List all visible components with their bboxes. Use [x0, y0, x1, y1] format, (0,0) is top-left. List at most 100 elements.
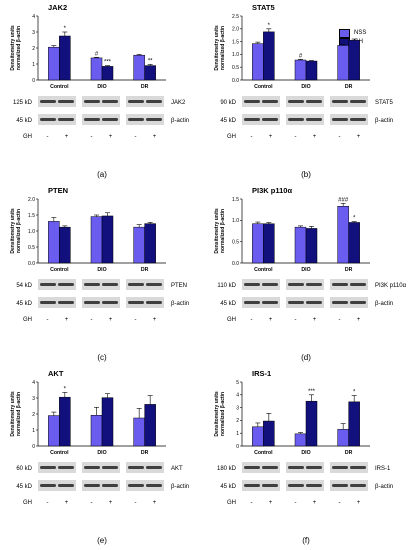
chart-title: PI3K p110α — [252, 186, 292, 195]
gh-plus: + — [357, 500, 361, 506]
bar-gh-dio — [305, 60, 318, 81]
bar-gh-dio — [101, 66, 114, 81]
gh-plus: + — [153, 500, 157, 506]
blot-band — [288, 301, 304, 304]
blot-band — [40, 484, 56, 487]
blot-strip — [126, 462, 164, 473]
blot-band — [332, 283, 348, 286]
significance-mark: # — [299, 53, 303, 59]
blot-strip — [126, 96, 164, 107]
bar-nss-dr — [337, 206, 349, 264]
y-tick-label: 2 — [32, 412, 35, 418]
blot-strip — [82, 297, 120, 308]
y-tick-label: 2 — [32, 46, 35, 52]
y-axis-label: Densitometry units normalized β-actin — [10, 391, 22, 437]
blot-band — [262, 118, 278, 121]
blot-band — [84, 301, 100, 304]
blot-band — [128, 100, 144, 103]
gh-minus: - — [339, 134, 341, 140]
blot-strip — [82, 279, 120, 290]
gh-minus: - — [295, 317, 297, 323]
blot-strip — [38, 279, 76, 290]
blot-band — [288, 100, 304, 103]
significance-mark: *** — [104, 60, 112, 66]
y-tick-label: 1.0 — [232, 52, 239, 58]
bar-nss-dr — [133, 417, 145, 447]
chart-title: PTEN — [48, 186, 68, 195]
bar-gh-dio — [101, 215, 114, 264]
y-axis-label: Densitometry units normalized β-actin — [10, 208, 22, 254]
panel-letter: (d) — [301, 353, 311, 362]
x-tick-label: DIO — [301, 450, 310, 456]
blot-strip — [126, 480, 164, 491]
chart-svg-f: IRS-1 Densitometry units normalized β-acti… — [214, 369, 393, 545]
chart-svg-c: PTEN Densitometry units normalized β-actin… — [10, 186, 189, 362]
gh-plus: + — [269, 317, 273, 323]
blot-band — [244, 484, 260, 487]
blot-strip — [286, 480, 324, 491]
blot-band — [146, 118, 162, 121]
y-tick-label: 1 — [32, 62, 35, 68]
blot-band — [262, 484, 278, 487]
blot-band — [244, 118, 260, 121]
x-tick-label: Control — [50, 84, 69, 90]
blot-band — [262, 283, 278, 286]
blot-band — [102, 283, 118, 286]
x-tick-label: Control — [50, 450, 69, 456]
panel-b: STAT5 Densitometry units normalized β-acti… — [204, 0, 408, 183]
significance-mark: * — [353, 389, 356, 395]
y-tick-label: 1.5 — [28, 213, 35, 219]
chart-title: IRS-1 — [252, 369, 271, 378]
blot-band — [146, 283, 162, 286]
y-axis-label: Densitometry units normalized β-actin — [214, 391, 226, 437]
y-tick-label: 0 — [32, 78, 35, 84]
legend-label-nss: NSS — [354, 30, 367, 36]
gh-minus: - — [135, 500, 137, 506]
blot-kd-label: 125 kD — [13, 100, 33, 106]
gh-label: GH — [227, 317, 236, 323]
panel-letter: (e) — [97, 536, 107, 545]
bar-nss-control — [48, 46, 60, 81]
blot-kd-label: 45 kD — [220, 118, 236, 124]
gh-minus: - — [339, 317, 341, 323]
blot-band — [244, 100, 260, 103]
blot-strip — [38, 96, 76, 107]
y-axis-label-line1: Densitometry units — [10, 25, 16, 71]
gh-minus: - — [339, 500, 341, 506]
gh-label: GH — [23, 317, 32, 323]
blot-strip — [82, 96, 120, 107]
y-tick-label: 4 — [32, 380, 35, 386]
blot-band — [262, 301, 278, 304]
gh-plus: + — [313, 134, 317, 140]
bar-nss-control — [252, 426, 264, 447]
gh-label: GH — [23, 134, 32, 140]
blot-kd-label: 45 kD — [16, 484, 32, 490]
panel-letter: (b) — [301, 170, 311, 179]
gh-plus: + — [65, 134, 69, 140]
x-tick-label: DR — [345, 84, 353, 90]
panel-d: PI3K p110α Densitometry units normalized β… — [204, 183, 408, 366]
y-axis-label-line1: Densitometry units — [214, 208, 220, 254]
bar-gh-control — [59, 226, 71, 264]
y-tick-label: 0 — [32, 444, 35, 450]
blot-band — [58, 484, 74, 487]
blot-kd-label: 45 kD — [16, 118, 32, 124]
blot-strip — [242, 114, 280, 125]
blot-band — [262, 100, 278, 103]
y-tick-label: 1 — [32, 428, 35, 434]
blot-band — [84, 100, 100, 103]
blot-band — [262, 466, 278, 469]
chart-title: AKT — [48, 369, 64, 378]
bar-gh-dio — [305, 228, 318, 264]
blot-band — [306, 301, 322, 304]
bar-nss-control — [48, 221, 60, 264]
blot-strip — [242, 480, 280, 491]
y-tick-label: 1.5 — [232, 197, 239, 203]
bar-nss-control — [252, 43, 264, 81]
blot-strip — [126, 297, 164, 308]
y-axis-label: Densitometry units normalized β-actin — [214, 208, 226, 254]
blot-kd-label: 45 kD — [16, 301, 32, 307]
blot-strip — [286, 96, 324, 107]
y-tick-label: 0.5 — [232, 65, 239, 71]
significance-mark: * — [64, 386, 67, 392]
